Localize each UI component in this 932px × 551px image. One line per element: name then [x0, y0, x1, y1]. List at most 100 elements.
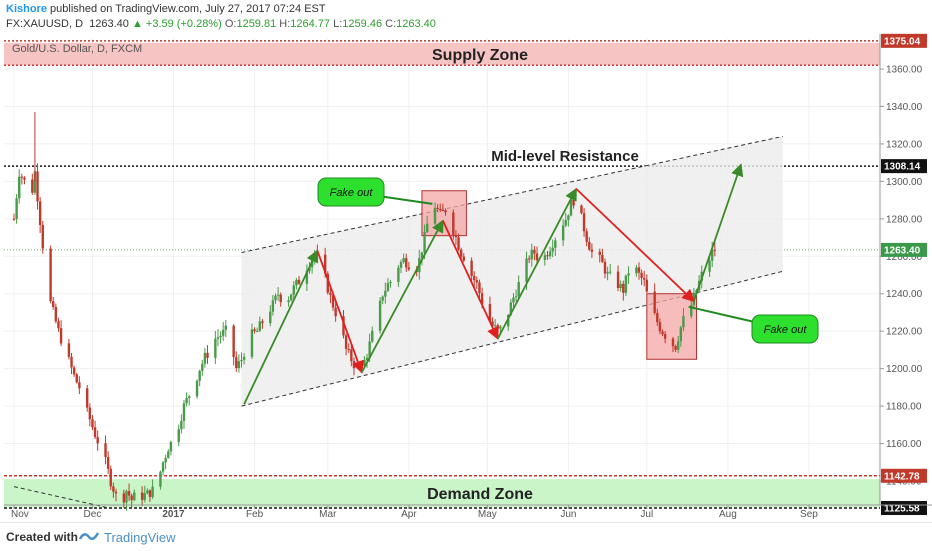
green-arrow [496, 187, 578, 340]
price-tick-label: 1220.00 [886, 327, 923, 338]
candle-body [122, 493, 126, 503]
supply-zone-label: Supply Zone [432, 47, 528, 64]
candle-body [295, 279, 298, 286]
candle-body [585, 231, 588, 242]
candle-body [258, 321, 262, 331]
candle-body [125, 491, 128, 503]
candle-body [133, 492, 136, 501]
candle-body [329, 292, 332, 295]
candle-body [551, 247, 554, 252]
candle-body [645, 279, 649, 292]
candle-body [72, 367, 76, 375]
candle-body [93, 427, 97, 438]
candle-body [433, 207, 437, 224]
candle-body [297, 279, 301, 284]
high-value: 1264.77 [290, 18, 331, 30]
price-chart[interactable]: Supply Zone Demand Zone Mid-level Resistan… [0, 0, 932, 522]
candle-body [33, 171, 37, 193]
candle-body [493, 325, 497, 327]
candle-body [130, 495, 133, 501]
candle-body [59, 328, 63, 344]
candle-body [405, 258, 408, 268]
candle-body [480, 293, 484, 304]
time-tick-label: Apr [401, 509, 417, 520]
price-tick-label: 1340.00 [886, 102, 923, 113]
last-price: 1263.40 [89, 18, 129, 30]
fake-out-box-1 [421, 190, 467, 237]
ohlc-line: FX:XAUUSD, D 1263.40 ▲ +3.59 (+0.28%) O:… [6, 18, 436, 30]
candle-body [656, 312, 659, 323]
candle-body [54, 306, 58, 322]
fake-out-callout-1: Fake out [317, 177, 433, 207]
price-tag-demand_top [881, 468, 927, 483]
candle-body [708, 260, 711, 272]
mid-resistance-label: Mid-level Resistance [491, 148, 639, 165]
candle-body [240, 359, 243, 362]
candle-body [195, 380, 199, 397]
candle-body [436, 207, 439, 209]
price-tick-label: 1200.00 [886, 364, 923, 375]
candle-body [457, 237, 460, 250]
price-axis[interactable]: 1140.001160.001180.001200.001220.001240.… [879, 33, 932, 516]
fake-out-callout-1-text: Fake out [330, 187, 374, 199]
candle-body [546, 255, 549, 257]
candle-body [146, 490, 149, 494]
close-value: 1263.40 [396, 18, 436, 30]
tradingview-brand[interactable]: TradingView [104, 530, 176, 545]
candle-body [276, 294, 280, 296]
author-name[interactable]: Kishore [6, 3, 47, 15]
candle-body [514, 296, 518, 298]
fake-out-callout-1-bubble [317, 177, 385, 207]
time-axis[interactable]: Nov Dec 2017 Feb Mar Apr May Jun Jul Aug Sep [4, 504, 932, 520]
candle-body [561, 225, 565, 241]
candle-body [88, 407, 92, 420]
candle-body [402, 258, 405, 263]
candle-body [106, 457, 110, 469]
candle-body [475, 280, 479, 283]
candle-body [15, 198, 18, 219]
demand-zone-label: Demand Zone [427, 486, 533, 503]
candle-body [690, 304, 693, 317]
candle-body [49, 248, 52, 302]
candle-body [386, 283, 390, 291]
candle-body [127, 491, 131, 496]
candle-body [41, 224, 44, 249]
candle-body [711, 249, 714, 261]
green-arrow [243, 249, 319, 405]
price-tag-label-supply_top: 1375.04 [884, 36, 921, 47]
price-tag-last_price [881, 242, 927, 257]
candle-body [38, 201, 42, 225]
candle-body [624, 275, 628, 293]
candle-body [224, 325, 228, 330]
candle-body [91, 419, 94, 428]
candle-body [31, 179, 34, 193]
green-arrow [693, 163, 744, 302]
candle-body [671, 338, 675, 347]
created-with-label: Created with [6, 530, 79, 544]
candle-body [679, 327, 683, 342]
price-tick-label: 1320.00 [886, 139, 923, 150]
price-tag-mid_resistance [881, 159, 927, 174]
candle-body [533, 249, 536, 254]
candle-body [242, 356, 246, 360]
tradingview-logo-icon[interactable] [78, 529, 100, 543]
candle-body [496, 325, 499, 329]
candle-body [271, 300, 275, 312]
candle-body [399, 262, 403, 268]
red-arrow [575, 188, 695, 303]
candle-body [564, 219, 567, 226]
candle-body [12, 218, 16, 220]
open-value: 1259.81 [236, 18, 277, 30]
candle-body [635, 267, 638, 274]
candle-body [287, 300, 290, 303]
candle-body [182, 403, 186, 421]
time-tick-label: Jun [560, 509, 576, 520]
candle-body [572, 199, 575, 206]
candle-body [23, 177, 26, 180]
time-tick-label: Feb [246, 509, 264, 520]
candle-body [491, 321, 494, 326]
footer: Created with TradingView [0, 522, 932, 551]
candle-body [525, 258, 528, 283]
candle-body [148, 490, 152, 497]
candle-body [70, 356, 73, 368]
